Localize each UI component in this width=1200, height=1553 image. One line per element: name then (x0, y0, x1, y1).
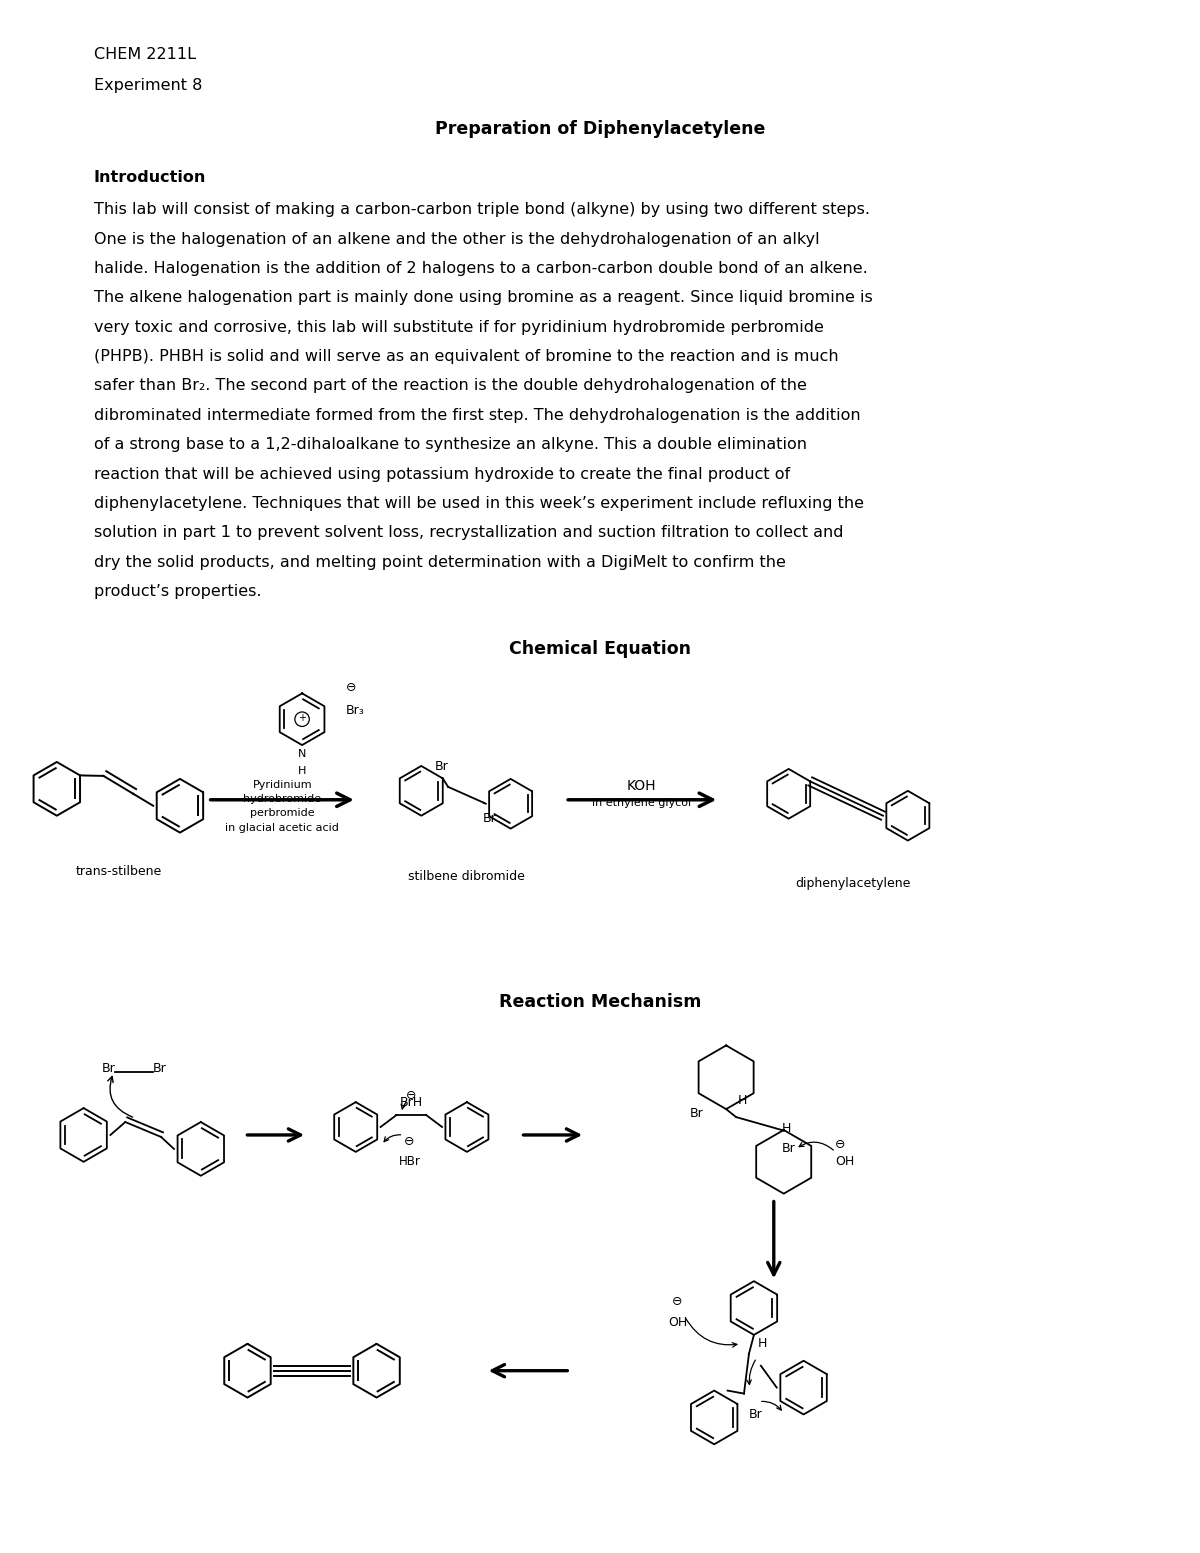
Text: The alkene halogenation part is mainly done using bromine as a reagent. Since li: The alkene halogenation part is mainly d… (94, 290, 872, 306)
Text: diphenylacetylene. Techniques that will be used in this week’s experiment includ: diphenylacetylene. Techniques that will … (94, 495, 864, 511)
Text: This lab will consist of making a carbon-carbon triple bond (alkyne) by using tw: This lab will consist of making a carbon… (94, 202, 870, 217)
Text: reaction that will be achieved using potassium hydroxide to create the final pro: reaction that will be achieved using pot… (94, 466, 790, 481)
Text: Br: Br (482, 812, 497, 825)
Text: Br: Br (436, 759, 449, 773)
Text: ⊖: ⊖ (404, 1135, 414, 1148)
Text: stilbene dibromide: stilbene dibromide (408, 870, 524, 884)
Text: Pyridinium: Pyridinium (252, 780, 312, 790)
Text: dry the solid products, and melting point determination with a DigiMelt to confi: dry the solid products, and melting poin… (94, 554, 786, 570)
Text: CHEM 2211L: CHEM 2211L (94, 47, 196, 62)
Text: of a strong base to a 1,2-dihaloalkane to synthesize an alkyne. This a double el: of a strong base to a 1,2-dihaloalkane t… (94, 438, 806, 452)
Text: (PHPB). PHBH is solid and will serve as an equivalent of bromine to the reaction: (PHPB). PHBH is solid and will serve as … (94, 349, 838, 363)
Text: product’s properties.: product’s properties. (94, 584, 262, 599)
Text: ⊖: ⊖ (346, 680, 356, 694)
Text: H: H (298, 766, 306, 776)
Text: Br: Br (749, 1409, 763, 1421)
Text: dibrominated intermediate formed from the first step. The dehydrohalogenation is: dibrominated intermediate formed from th… (94, 408, 860, 422)
Text: halide. Halogenation is the addition of 2 halogens to a carbon-carbon double bon: halide. Halogenation is the addition of … (94, 261, 868, 276)
Text: solution in part 1 to prevent solvent loss, recrystallization and suction filtra: solution in part 1 to prevent solvent lo… (94, 525, 844, 540)
Text: OH: OH (668, 1315, 688, 1329)
Text: very toxic and corrosive, this lab will substitute if for pyridinium hydrobromid: very toxic and corrosive, this lab will … (94, 320, 823, 335)
Text: H: H (737, 1093, 746, 1107)
Text: One is the halogenation of an alkene and the other is the dehydrohalogenation of: One is the halogenation of an alkene and… (94, 231, 820, 247)
Text: H: H (781, 1123, 791, 1135)
Text: in glacial acetic acid: in glacial acetic acid (226, 823, 340, 832)
Text: N: N (298, 749, 306, 759)
Text: ⊖: ⊖ (835, 1138, 846, 1151)
Text: Br: Br (782, 1143, 796, 1155)
Text: Preparation of Diphenylacetylene: Preparation of Diphenylacetylene (434, 120, 766, 138)
Text: BrH: BrH (400, 1096, 422, 1109)
Text: perbromide: perbromide (250, 808, 314, 818)
Text: H: H (758, 1337, 768, 1351)
Text: Chemical Equation: Chemical Equation (509, 640, 691, 657)
Text: HBr: HBr (398, 1155, 420, 1168)
Text: ⊖: ⊖ (406, 1089, 416, 1101)
Text: in ethylene glycol: in ethylene glycol (592, 798, 691, 808)
Text: Br: Br (154, 1062, 167, 1075)
Text: Introduction: Introduction (94, 171, 206, 185)
Text: KOH: KOH (626, 780, 656, 794)
Text: Br₃: Br₃ (346, 705, 365, 717)
Text: Br: Br (102, 1062, 115, 1075)
Text: Reaction Mechanism: Reaction Mechanism (499, 992, 701, 1011)
Text: Experiment 8: Experiment 8 (94, 78, 202, 93)
Text: +: + (298, 713, 306, 724)
Text: diphenylacetylene: diphenylacetylene (796, 877, 911, 890)
Text: Br: Br (690, 1107, 703, 1120)
Text: trans-stilbene: trans-stilbene (76, 865, 162, 879)
Text: safer than Br₂. The second part of the reaction is the double dehydrohalogenatio: safer than Br₂. The second part of the r… (94, 379, 806, 393)
Text: ⊖: ⊖ (672, 1295, 683, 1308)
Text: hydrobromide: hydrobromide (244, 794, 322, 804)
Text: OH: OH (835, 1155, 854, 1168)
